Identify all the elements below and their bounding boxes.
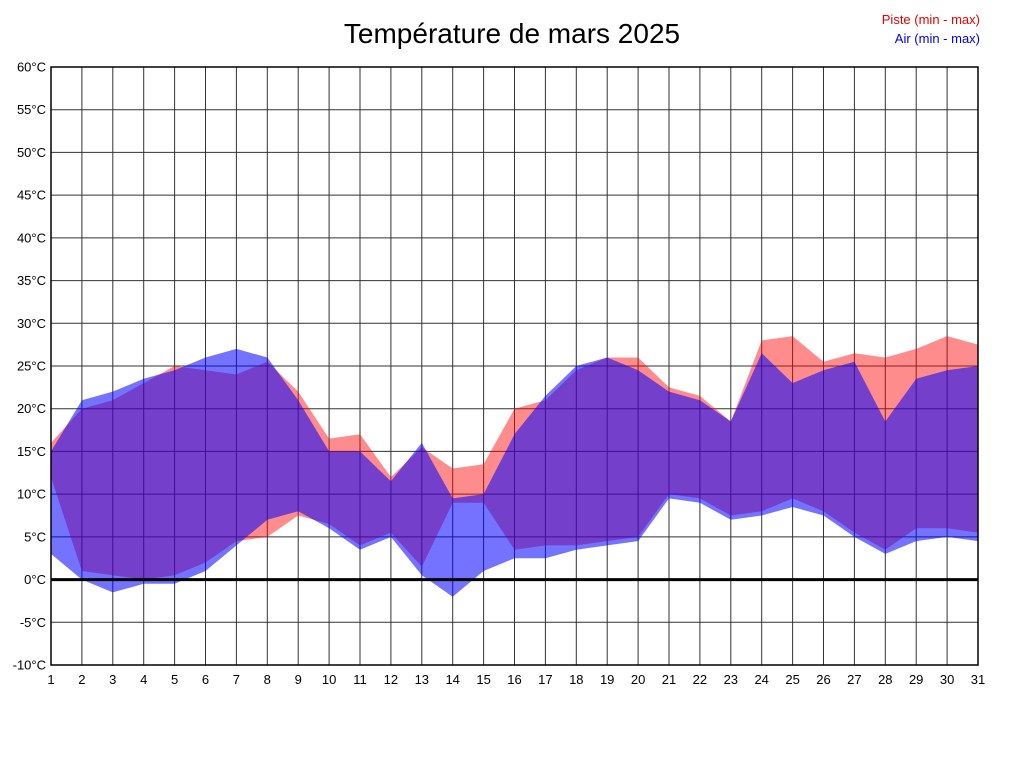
x-tick-label: 27 <box>847 672 861 687</box>
x-tick-label: 14 <box>445 672 459 687</box>
x-tick-label: 7 <box>233 672 240 687</box>
x-tick-label: 2 <box>78 672 85 687</box>
y-tick-label: 5°C <box>24 529 46 544</box>
x-tick-label: 24 <box>754 672 768 687</box>
plot-border <box>50 66 979 666</box>
y-tick-label: 50°C <box>17 145 46 160</box>
x-tick-label: 16 <box>507 672 521 687</box>
x-tick-label: 5 <box>171 672 178 687</box>
x-tick-label: 31 <box>971 672 985 687</box>
legend: Piste (min - max) Air (min - max) <box>882 10 980 48</box>
y-tick-label: 0°C <box>24 572 46 587</box>
y-tick-label: 45°C <box>17 188 46 203</box>
legend-piste-label: Piste (min - max) <box>881 12 980 27</box>
x-tick-label: 29 <box>909 672 923 687</box>
y-tick-label: 10°C <box>17 487 46 502</box>
x-tick-label: 6 <box>202 672 209 687</box>
x-tick-label: 12 <box>384 672 398 687</box>
y-tick-label: 35°C <box>17 273 46 288</box>
x-tick-label: 21 <box>662 672 676 687</box>
x-tick-label: 1 <box>47 672 54 687</box>
x-tick-label: 19 <box>600 672 614 687</box>
y-tick-label: 55°C <box>17 102 46 117</box>
y-tick-label: 20°C <box>17 401 46 416</box>
x-tick-label: 13 <box>415 672 429 687</box>
y-tick-label: -10°C <box>13 658 46 673</box>
y-tick-label: 40°C <box>17 230 46 245</box>
x-tick-label: 9 <box>295 672 302 687</box>
x-tick-label: 28 <box>878 672 892 687</box>
air-band <box>51 348 978 597</box>
y-tick-label: -5°C <box>20 615 46 630</box>
chart-title: Température de mars 2025 <box>343 18 681 49</box>
x-tick-label: 23 <box>724 672 738 687</box>
y-tick-label: 60°C <box>17 60 46 75</box>
y-tick-label: 25°C <box>17 359 46 374</box>
x-tick-label: 3 <box>109 672 116 687</box>
x-tick-label: 25 <box>785 672 799 687</box>
x-tick-label: 18 <box>569 672 583 687</box>
x-tick-label: 8 <box>264 672 271 687</box>
y-tick-label: 30°C <box>17 316 46 331</box>
x-tick-label: 26 <box>816 672 830 687</box>
x-tick-label: 30 <box>940 672 954 687</box>
x-tick-label: 15 <box>476 672 490 687</box>
x-tick-label: 10 <box>322 672 336 687</box>
x-tick-label: 20 <box>631 672 645 687</box>
x-tick-label: 4 <box>140 672 147 687</box>
y-tick-label: 15°C <box>17 444 46 459</box>
legend-air-label: Air (min - max) <box>894 31 980 46</box>
x-tick-label: 17 <box>538 672 552 687</box>
x-tick-label: 11 <box>353 672 367 687</box>
x-tick-label: 22 <box>693 672 707 687</box>
